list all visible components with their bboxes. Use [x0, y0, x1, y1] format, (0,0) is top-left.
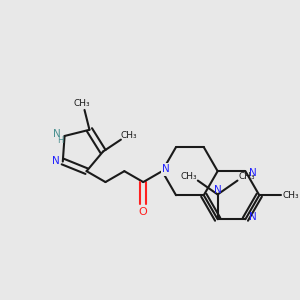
Text: N: N — [250, 212, 257, 222]
Text: N: N — [250, 168, 257, 178]
Text: N: N — [52, 156, 60, 166]
Text: O: O — [139, 207, 148, 217]
Text: H: H — [57, 136, 64, 146]
Text: CH₃: CH₃ — [181, 172, 197, 181]
Text: CH₃: CH₃ — [283, 191, 299, 200]
Text: CH₃: CH₃ — [238, 172, 255, 181]
Text: N: N — [162, 164, 170, 174]
Text: CH₃: CH₃ — [73, 98, 90, 107]
Text: N: N — [53, 129, 61, 139]
Text: CH₃: CH₃ — [121, 131, 137, 140]
Text: N: N — [162, 164, 170, 174]
Text: N: N — [214, 185, 221, 196]
